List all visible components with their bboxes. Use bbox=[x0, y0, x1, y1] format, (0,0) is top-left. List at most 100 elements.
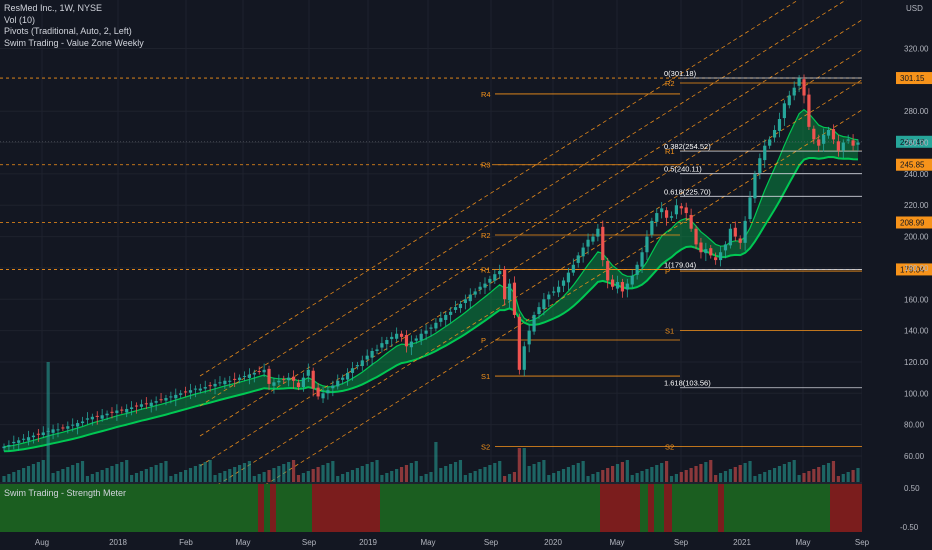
strength-meter-title[interactable]: Swim Trading - Strength Meter bbox=[4, 488, 127, 498]
candle bbox=[12, 435, 16, 450]
fib-label-0: 0(301.18) bbox=[664, 69, 697, 78]
candle bbox=[233, 372, 237, 388]
candle bbox=[306, 363, 310, 383]
pivot-label-R3: R3 bbox=[481, 161, 491, 170]
candle bbox=[56, 423, 60, 438]
candle bbox=[841, 139, 845, 159]
candle bbox=[257, 366, 261, 375]
pivot-label-S1: S1 bbox=[481, 372, 490, 381]
candle bbox=[655, 208, 659, 227]
candle bbox=[586, 233, 590, 255]
pivot-label-right-S2: S2 bbox=[665, 443, 674, 452]
candle bbox=[772, 125, 777, 143]
value-zone-indicator-label[interactable]: Swim Trading - Value Zone Weekly bbox=[4, 37, 144, 48]
candle bbox=[130, 401, 134, 416]
price-tag-text: 208.99 bbox=[900, 218, 925, 227]
currency-label: USD bbox=[906, 4, 923, 13]
y-tick-label: 260.00 bbox=[904, 139, 929, 148]
candle bbox=[380, 336, 384, 353]
candle bbox=[345, 368, 350, 386]
candle bbox=[154, 396, 158, 411]
candle bbox=[139, 399, 144, 410]
time-axis[interactable]: Aug 2018 Feb May Sep 2019 May Sep 2020 May Sep 2021… bbox=[0, 533, 932, 550]
candle bbox=[434, 318, 438, 332]
candle bbox=[223, 377, 227, 389]
fib-label-2: 0.5(240.11) bbox=[664, 165, 702, 174]
candle bbox=[61, 424, 65, 431]
candle bbox=[444, 311, 448, 327]
y-tick-label: 80.00 bbox=[904, 421, 925, 430]
candle bbox=[797, 75, 801, 93]
x-tick-label: Sep bbox=[484, 538, 499, 547]
candle bbox=[66, 421, 70, 434]
candle bbox=[272, 377, 276, 394]
candle bbox=[561, 277, 566, 293]
candle bbox=[41, 426, 45, 439]
candle bbox=[483, 277, 487, 294]
x-tick-label: May bbox=[420, 538, 435, 547]
candle bbox=[792, 81, 796, 101]
candle bbox=[782, 100, 786, 126]
symbol-title[interactable]: ResMed Inc., 1W, NYSE bbox=[4, 3, 103, 13]
volume-indicator-label[interactable]: Vol (10) bbox=[4, 14, 36, 25]
candle bbox=[463, 294, 467, 310]
candle bbox=[669, 211, 674, 221]
candle bbox=[390, 332, 394, 347]
candle bbox=[630, 269, 634, 288]
chart-legend: ResMed Inc., 1W, NYSE Vol (10) Pivots (T… bbox=[4, 3, 144, 49]
y-tick-label: 240.00 bbox=[904, 170, 929, 179]
x-tick-label: 2020 bbox=[544, 538, 562, 547]
candle bbox=[336, 374, 340, 390]
candle bbox=[311, 367, 315, 397]
candle bbox=[277, 374, 281, 386]
grid bbox=[0, 0, 863, 532]
candle bbox=[831, 124, 836, 145]
candle bbox=[370, 347, 374, 366]
candle bbox=[625, 278, 629, 298]
candle bbox=[812, 125, 816, 145]
candle bbox=[640, 247, 644, 273]
candle bbox=[419, 329, 423, 346]
x-tick-label: 2019 bbox=[359, 538, 377, 547]
candle bbox=[753, 170, 757, 204]
candle bbox=[694, 225, 698, 250]
candle bbox=[409, 335, 413, 356]
candle bbox=[174, 388, 178, 407]
candle bbox=[439, 311, 443, 327]
candle bbox=[836, 135, 840, 157]
candle bbox=[22, 434, 26, 443]
candle bbox=[606, 257, 610, 289]
y-tick-label: 60.00 bbox=[904, 452, 925, 461]
candle bbox=[507, 278, 512, 309]
candle bbox=[601, 220, 605, 267]
x-tick-label: Aug bbox=[35, 538, 49, 547]
pivots-indicator-label[interactable]: Pivots (Traditional, Auto, 2, Left) bbox=[4, 26, 132, 36]
candle bbox=[414, 335, 418, 344]
candle bbox=[375, 344, 379, 355]
candle bbox=[125, 404, 129, 418]
candle bbox=[714, 252, 718, 265]
regression-channel bbox=[199, 0, 863, 527]
sub-tick-label: -0.50 bbox=[900, 523, 919, 532]
pivot-label-R4: R4 bbox=[481, 90, 491, 99]
candle bbox=[846, 134, 850, 144]
price-tag-text: 260.48 bbox=[900, 138, 925, 147]
candle bbox=[26, 430, 31, 446]
pivot-label-right-R2: R2 bbox=[665, 79, 675, 88]
candle bbox=[183, 386, 188, 397]
price-tag-text: 301.15 bbox=[900, 74, 925, 83]
y-tick-label: 320.00 bbox=[904, 45, 929, 54]
price-axis[interactable]: 301.15 260.48 245.85 208.99 179.04 bbox=[862, 0, 932, 550]
candle bbox=[591, 233, 595, 245]
candle bbox=[17, 437, 21, 451]
candle bbox=[733, 221, 737, 242]
candle bbox=[527, 324, 531, 353]
candle bbox=[650, 217, 654, 238]
candle bbox=[291, 370, 296, 389]
y-tick-label: 280.00 bbox=[904, 107, 929, 116]
candle bbox=[458, 300, 463, 313]
y-tick-label: 100.00 bbox=[904, 389, 929, 398]
x-tick-label: Feb bbox=[179, 538, 193, 547]
